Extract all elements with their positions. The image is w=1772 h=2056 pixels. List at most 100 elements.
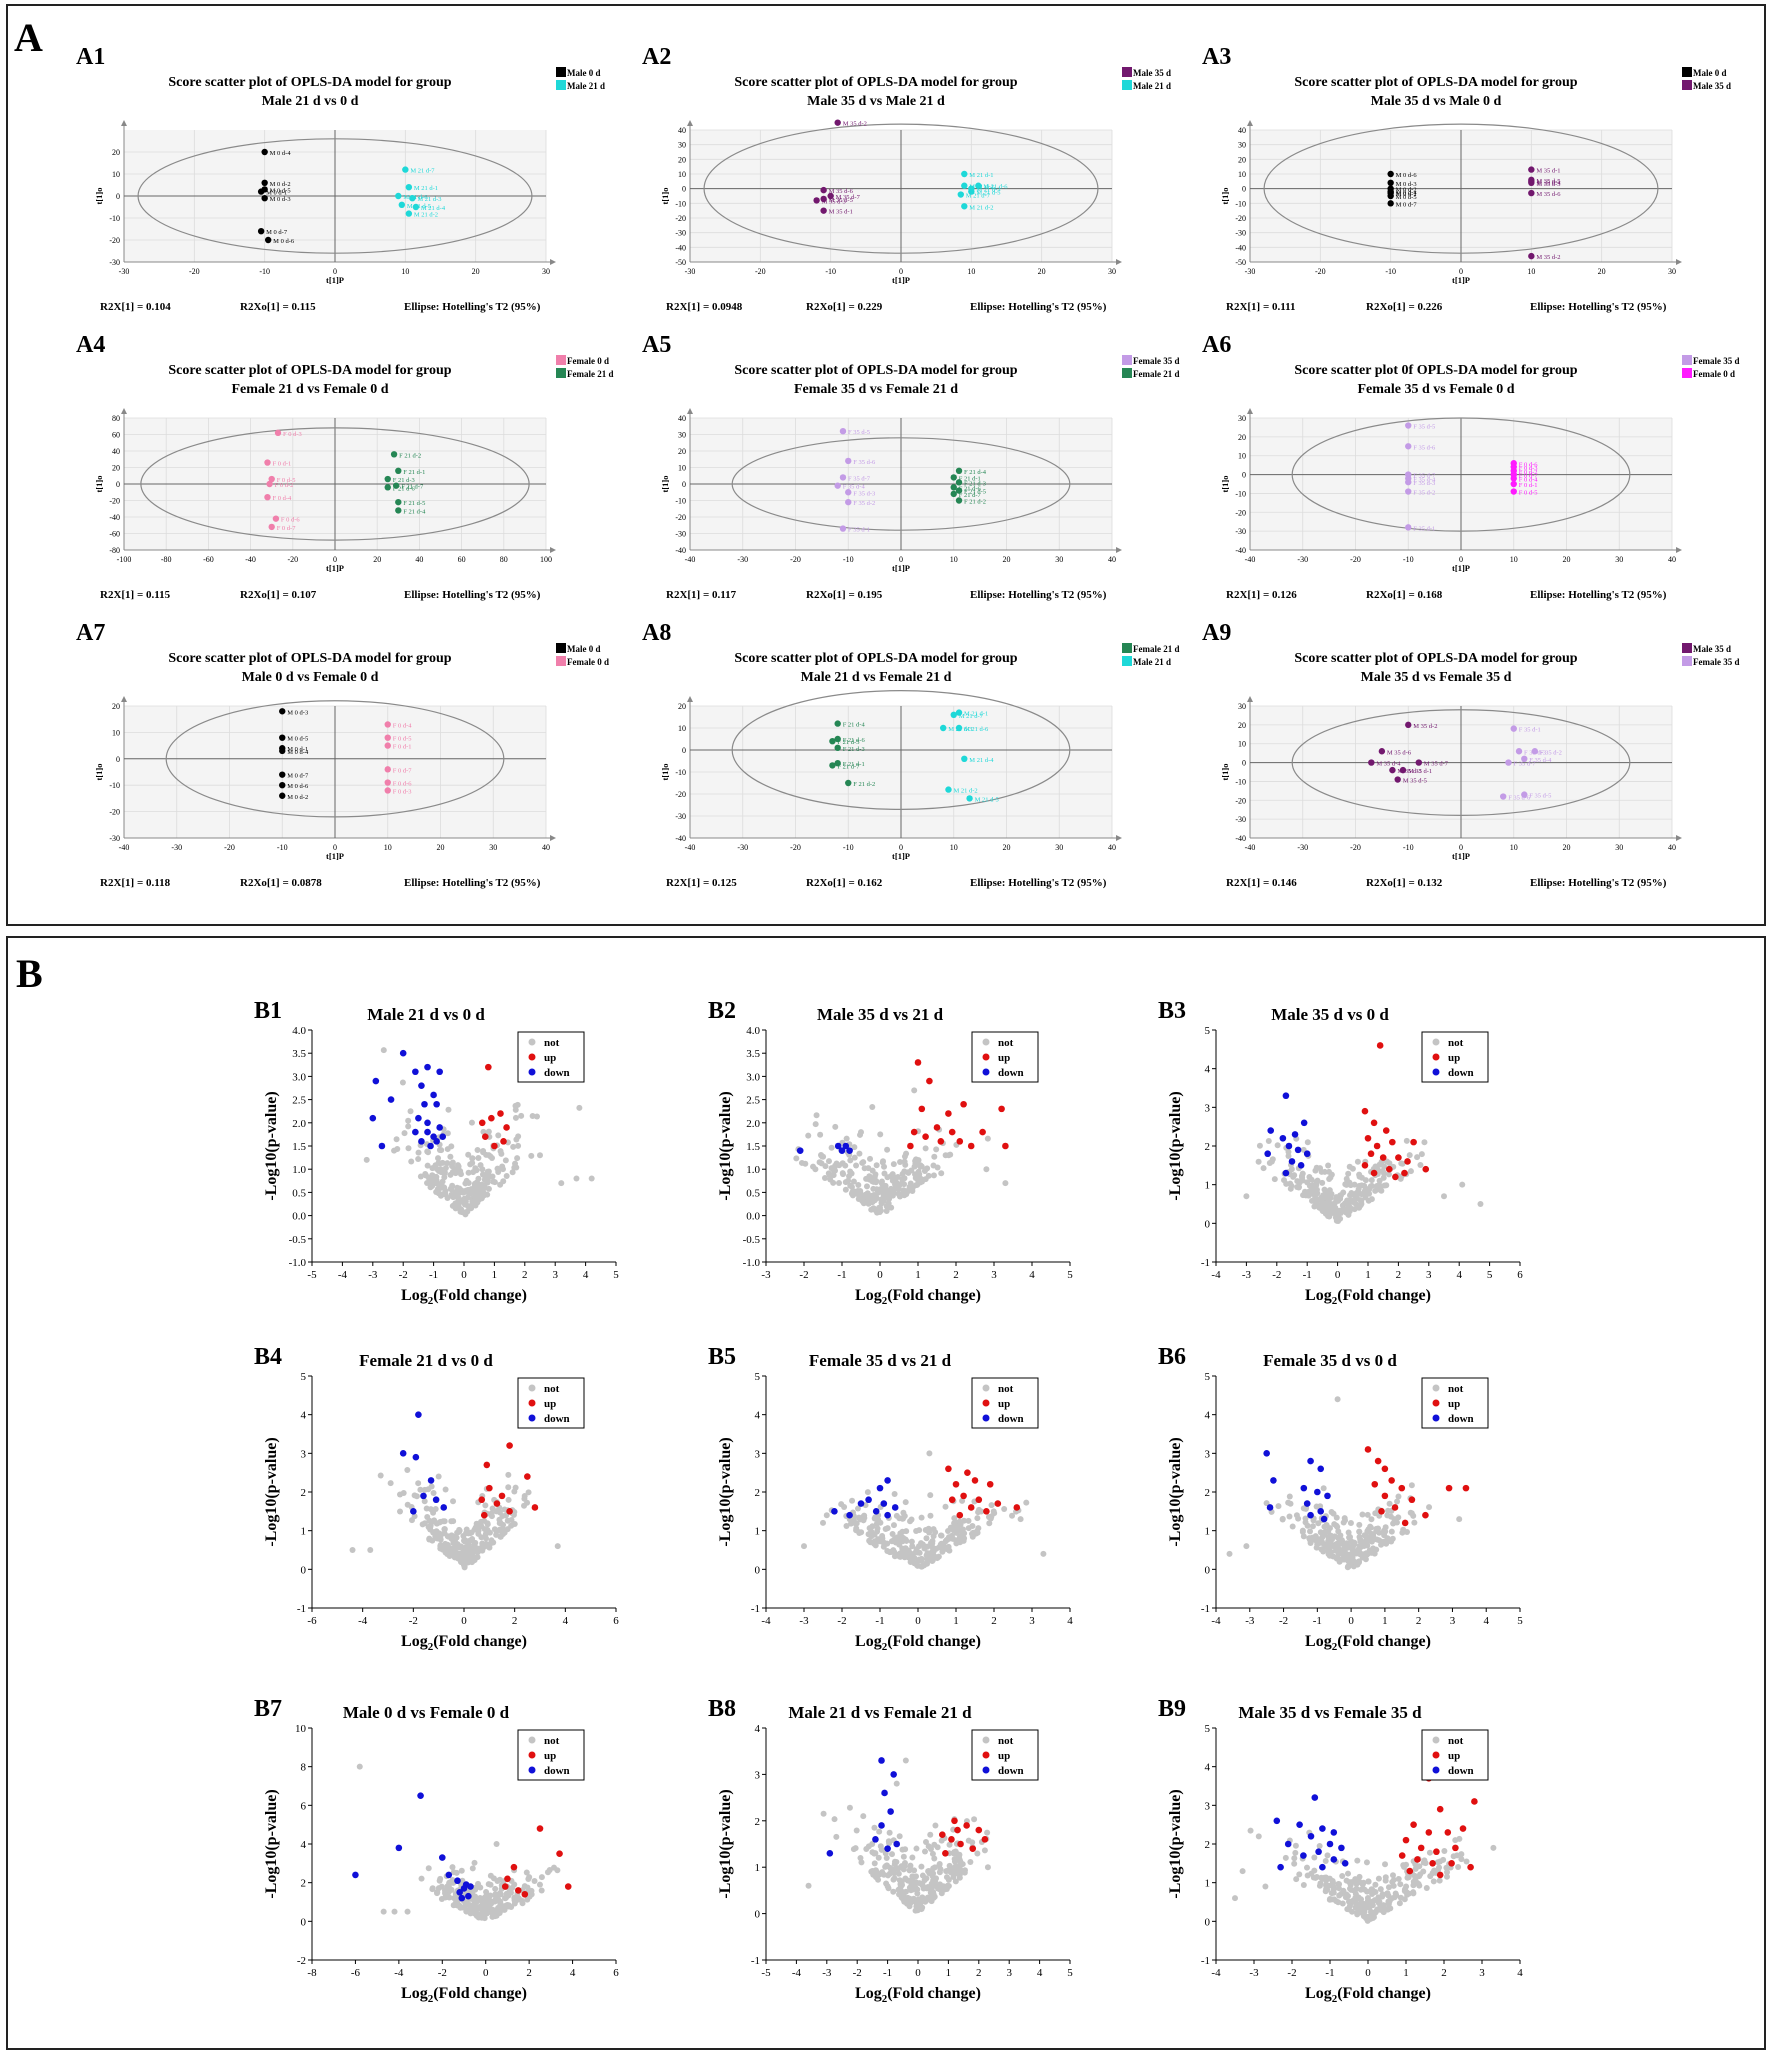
not-point — [1332, 1204, 1339, 1211]
y-tick-label: 20 — [678, 702, 686, 711]
not-point — [1389, 1535, 1396, 1542]
not-point — [946, 1841, 953, 1848]
down-point — [1294, 1146, 1302, 1154]
panel-label: A7 — [76, 620, 105, 646]
legend-label: not — [1448, 1037, 1464, 1049]
score-point-label: M 35 d-2 — [1413, 723, 1437, 730]
not-point — [415, 1149, 422, 1156]
not-point — [1312, 1197, 1319, 1204]
not-point — [453, 1534, 460, 1541]
not-point — [953, 1529, 960, 1536]
y-tick-label: 2 — [755, 1816, 761, 1828]
not-point — [415, 1480, 422, 1487]
not-point — [438, 1147, 445, 1154]
not-point — [916, 1171, 923, 1178]
not-point — [1345, 1529, 1352, 1536]
y-tick-label: -1 — [1201, 1603, 1210, 1615]
x-tick-label: 40 — [542, 843, 550, 852]
score-point — [839, 474, 847, 481]
up-point — [1385, 1165, 1393, 1173]
down-point — [433, 1138, 440, 1145]
down-point — [872, 1508, 880, 1515]
up-point — [1381, 1492, 1389, 1500]
score-point — [829, 738, 836, 745]
score-point — [957, 191, 964, 198]
not-point — [483, 1888, 490, 1895]
panel-label: B8 — [708, 1696, 736, 1722]
down-point — [890, 1771, 897, 1778]
legend-swatch — [1682, 656, 1692, 666]
not-point — [1420, 1859, 1427, 1866]
not-point — [893, 1865, 900, 1872]
not-point — [490, 1539, 497, 1546]
not-point — [1376, 1177, 1383, 1184]
y-tick-label: -40 — [1235, 834, 1246, 843]
not-point — [902, 1545, 909, 1552]
not-point — [457, 1168, 464, 1175]
not-point — [1388, 1528, 1395, 1535]
not-point — [884, 1548, 891, 1555]
up-point — [942, 1849, 949, 1857]
legend-label: not — [544, 1383, 560, 1395]
not-point — [1367, 1524, 1374, 1531]
y-tick-label: 4 — [1205, 1064, 1211, 1076]
x-tick-label: 3 — [1029, 1615, 1035, 1627]
chart-title: Score scatter plot of OPLS-DA model for … — [168, 75, 451, 90]
not-point — [1001, 1505, 1008, 1512]
not-point — [1349, 1198, 1356, 1205]
score-point-label: M 21 d-7 — [410, 168, 435, 175]
down-point — [418, 1082, 425, 1089]
not-point — [511, 1881, 518, 1888]
y-tick-label: 3 — [301, 1448, 307, 1460]
not-point — [877, 1207, 884, 1214]
legend-label: not — [1448, 1383, 1464, 1395]
not-point — [1384, 1890, 1391, 1897]
score-point — [955, 709, 963, 716]
not-point — [929, 1548, 936, 1555]
not-point — [441, 1174, 448, 1181]
x-tick-label: -20 — [287, 555, 298, 564]
y-tick-label: 1 — [1205, 1878, 1211, 1890]
not-point — [1407, 1168, 1414, 1175]
not-point — [1017, 1516, 1024, 1523]
not-point — [465, 1151, 472, 1158]
score-point-label: M 35 d-1 — [1536, 168, 1560, 175]
volcano-panel-b1: B1 Male 21 d vs 0 d-5 -4 -3 -2 -1 0 1 2 3 4 5-1.0-0… — [254, 998, 619, 1307]
not-point — [1410, 1882, 1417, 1889]
x-axis-arrow — [1676, 835, 1682, 841]
not-point — [1339, 1872, 1346, 1879]
not-point — [411, 1513, 418, 1520]
not-point — [1269, 1156, 1276, 1163]
legend-label: Male 21 d — [567, 81, 605, 91]
not-point — [1274, 1142, 1281, 1149]
y-axis-label: -Log10(p-value) — [1167, 1091, 1184, 1200]
x-tick-label: 2 — [526, 1967, 532, 1979]
down-point — [881, 1789, 888, 1797]
down-point — [415, 1114, 422, 1122]
up-point — [1398, 1852, 1406, 1859]
not-point — [873, 1874, 880, 1881]
y-tick-label: 5 — [755, 1371, 761, 1383]
not-point — [500, 1178, 507, 1185]
x-tick-label: -10 — [843, 555, 854, 564]
y-tick-label: 10 — [678, 464, 686, 473]
not-point — [1418, 1151, 1425, 1158]
up-point — [521, 1890, 529, 1898]
not-point — [929, 1889, 936, 1896]
y-tick-label: 30 — [1238, 702, 1246, 711]
up-point — [478, 1119, 486, 1127]
down-point — [831, 1508, 838, 1515]
y-axis-label: -Log10(p-value) — [717, 1437, 734, 1546]
x-axis-label: Log2(Fold change) — [855, 1287, 981, 1307]
score-point-label: M 35 d-5 — [1536, 178, 1560, 185]
score-point — [384, 484, 391, 491]
not-point — [487, 1153, 494, 1160]
up-point — [531, 1504, 539, 1511]
not-point — [1310, 1874, 1317, 1881]
not-point — [456, 1553, 463, 1560]
chart-title: Female 21 d vs 0 d — [359, 1351, 493, 1370]
not-point — [467, 1902, 474, 1909]
y-tick-label: 5 — [1205, 1723, 1211, 1735]
not-point — [942, 1503, 949, 1510]
not-point — [951, 1520, 958, 1527]
